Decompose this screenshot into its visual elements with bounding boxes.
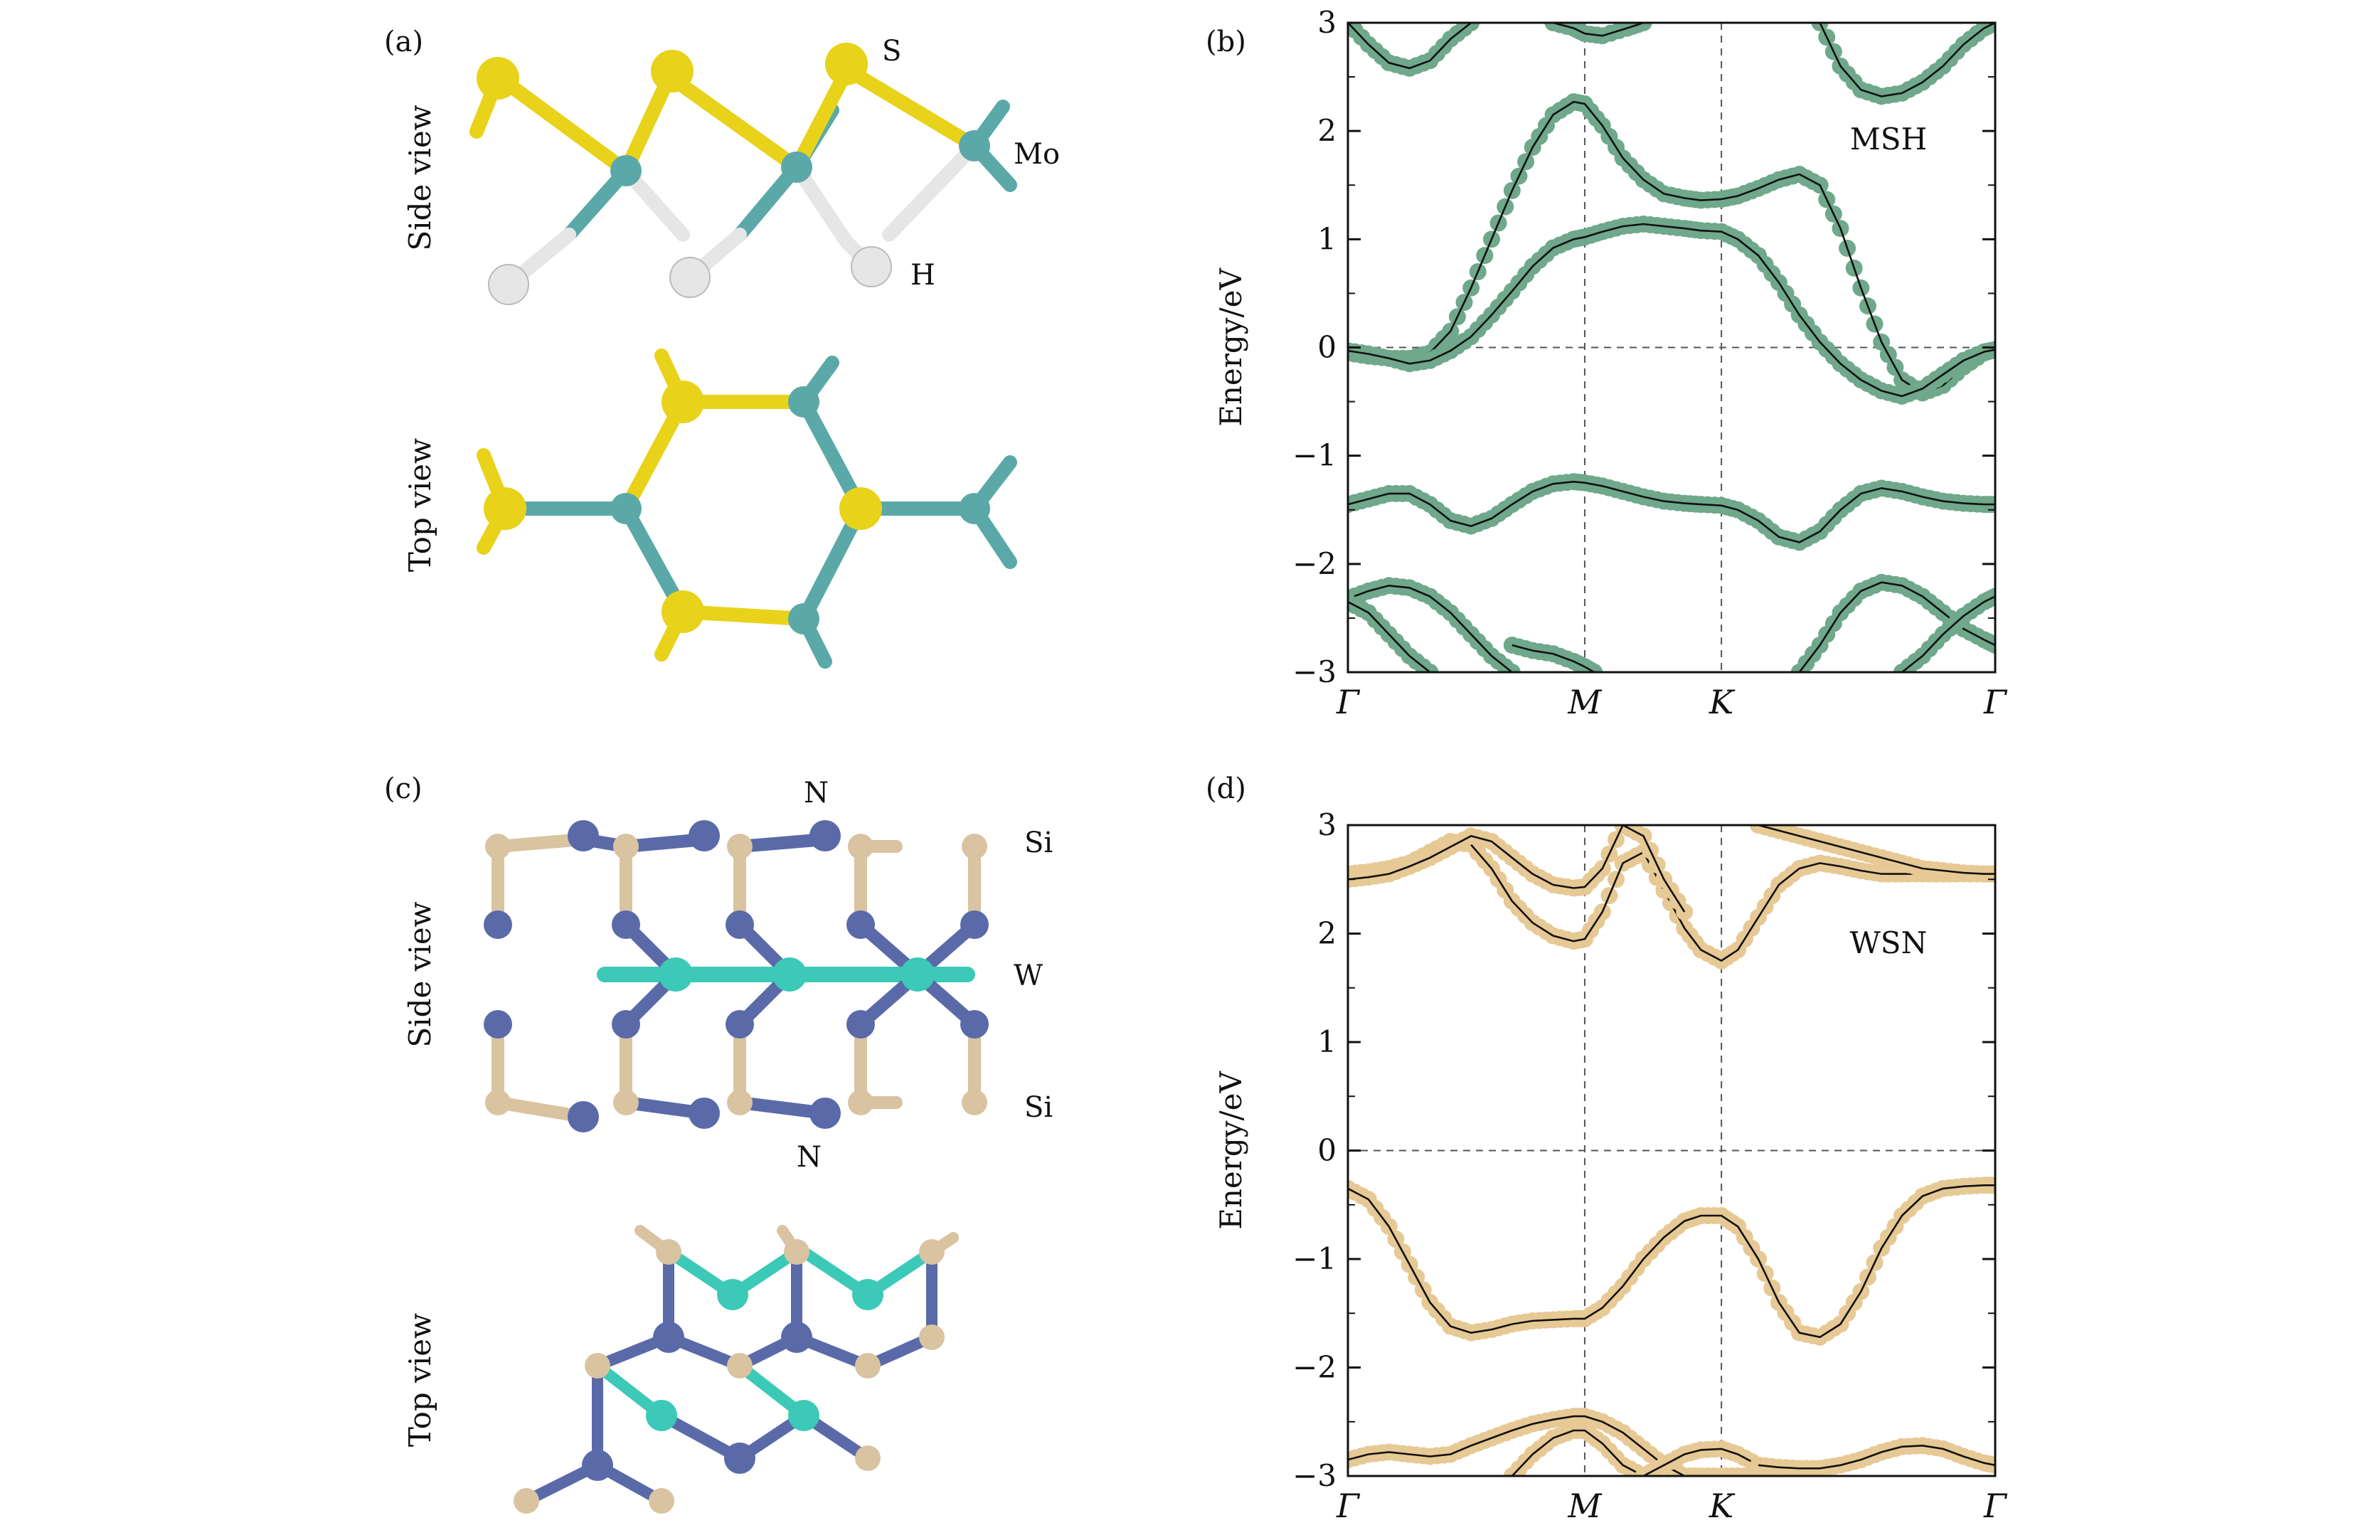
band-markers <box>1348 1177 1995 1346</box>
y-tick-label: −1 <box>1292 438 1337 473</box>
band-line <box>1798 581 1995 672</box>
x-tick-label: Γ <box>1336 683 1361 721</box>
wsn-top-atoms <box>514 1239 945 1514</box>
panel-d-label: (d) <box>1206 772 1246 805</box>
plot-name: MSH <box>1850 122 1927 156</box>
y-tick-label: 2 <box>1317 916 1337 951</box>
band-line <box>1348 1415 1758 1476</box>
band-line <box>1348 1184 1995 1339</box>
y-tick-label: 1 <box>1317 1024 1337 1059</box>
band-markers <box>1503 636 1603 672</box>
atom-label-h: H <box>910 259 935 292</box>
y-axis-label: Energy/eV <box>1213 268 1248 427</box>
x-tick-label: K <box>1709 683 1736 721</box>
top-view-label-c: Top view <box>403 1313 437 1447</box>
band-line <box>1348 223 1995 398</box>
y-tick-label: −3 <box>1292 654 1337 689</box>
x-tick-label: Γ <box>1983 683 2008 721</box>
band-point <box>1987 588 1995 605</box>
atom-label-n-bottom: N <box>797 1141 822 1174</box>
band-line <box>1348 600 1431 672</box>
atom-label-n-top: N <box>804 777 829 809</box>
msh-side-atoms <box>477 43 990 305</box>
panel-c-label: (c) <box>384 772 423 805</box>
atom-label-w: W <box>1014 960 1043 992</box>
band-point <box>1987 636 1995 654</box>
x-tick-label: M <box>1567 683 1603 721</box>
band-line <box>1348 480 1995 543</box>
x-tick-label: K <box>1709 1487 1736 1525</box>
y-axis-label: Energy/eV <box>1213 1071 1248 1230</box>
bands <box>1348 23 1995 672</box>
band-line <box>1512 644 1595 672</box>
bands <box>1348 825 1995 1476</box>
band-markers <box>1790 573 1995 672</box>
band-line <box>1348 100 1995 394</box>
band-markers <box>1348 216 1995 405</box>
wsn-side-atoms <box>484 820 989 1132</box>
band-point <box>1503 664 1521 672</box>
y-tick-label: 2 <box>1317 113 1337 148</box>
band-line <box>1348 825 1686 913</box>
panel-b-label: (b) <box>1206 26 1246 58</box>
atom-label-si-bottom: Si <box>1024 1091 1053 1124</box>
y-tick-label: −3 <box>1292 1458 1337 1493</box>
x-tick-label: Γ <box>1983 1487 2008 1525</box>
msh-top-atoms <box>484 381 990 634</box>
atom-label-mo: Mo <box>1014 138 1060 171</box>
y-tick-label: 0 <box>1317 330 1337 365</box>
y-tick-label: −2 <box>1292 1350 1337 1385</box>
y-tick-label: −1 <box>1292 1241 1337 1276</box>
side-view-label-c: Side view <box>403 901 437 1047</box>
top-view-label: Top view <box>403 438 437 572</box>
x-tick-label: M <box>1567 1487 1603 1525</box>
msh-side-bonds <box>469 64 1017 292</box>
plot-name: WSN <box>1850 925 1928 960</box>
panel-a: (a) Side view Top view <box>384 26 1060 669</box>
panel-a-label: (a) <box>384 26 423 58</box>
msh-top-bonds <box>477 349 1017 669</box>
y-tick-label: 3 <box>1317 807 1337 842</box>
x-tick-label: Γ <box>1336 1487 1361 1525</box>
side-view-label: Side view <box>403 105 437 250</box>
band-point <box>1462 23 1480 31</box>
band-line <box>1819 23 1995 97</box>
band-line <box>1348 584 1513 672</box>
y-tick-label: −2 <box>1292 546 1337 581</box>
band-point <box>1421 664 1439 672</box>
band-line <box>1901 595 1995 672</box>
panel-c: (c) Side view Top view <box>384 772 1053 1514</box>
y-tick-label: 0 <box>1317 1133 1337 1168</box>
band-line <box>1758 825 1995 875</box>
band-markers <box>1544 23 1652 45</box>
y-tick-label: 1 <box>1317 221 1337 256</box>
band-markers <box>1811 23 1995 105</box>
atom-label-s: S <box>882 35 901 68</box>
band-line <box>1511 1429 1645 1476</box>
y-tick-label: 3 <box>1317 5 1337 40</box>
band-line <box>1553 23 1644 37</box>
band-line <box>1348 23 1472 70</box>
atom-label-si-top: Si <box>1024 827 1053 859</box>
band-line <box>1758 1444 1995 1470</box>
